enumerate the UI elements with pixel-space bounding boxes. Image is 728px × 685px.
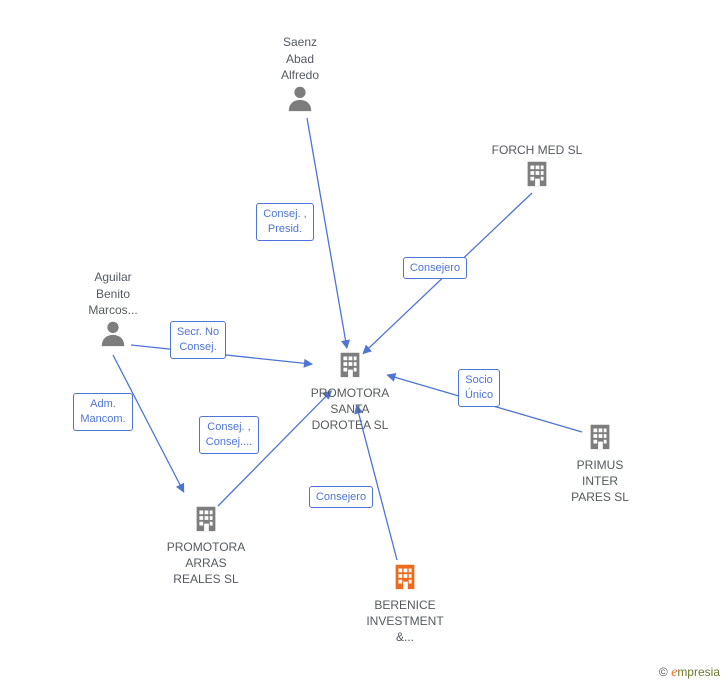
edge-label-e_arras_center: Consej. , Consej....	[199, 416, 259, 454]
node-label: PROMOTORA SANTA DOROTEA SL	[311, 385, 389, 434]
node-label: BERENICE INVESTMENT &...	[366, 597, 443, 646]
node-aguilar[interactable]: Aguilar Benito Marcos...	[88, 269, 137, 354]
building-icon	[167, 503, 245, 537]
node-label: FORCH MED SL	[492, 142, 583, 158]
diagram-canvas: PROMOTORA SANTA DOROTEA SL Saenz Abad Alf…	[0, 0, 728, 685]
edge-label-e_aguilar_center: Secr. No Consej.	[170, 321, 226, 359]
edge-label-e_saenz: Consej. , Presid.	[256, 203, 313, 241]
node-saenz[interactable]: Saenz Abad Alfredo	[281, 34, 319, 119]
brand-rest: mpresia	[677, 665, 720, 679]
edge-label-e_primus: Socio Único	[458, 369, 500, 407]
node-primus[interactable]: PRIMUS INTER PARES SL	[571, 421, 629, 506]
node-label: Saenz Abad Alfredo	[281, 34, 319, 83]
node-label: PRIMUS INTER PARES SL	[571, 457, 629, 506]
node-forch[interactable]: FORCH MED SL	[492, 142, 583, 194]
edge-label-e_aguilar_arras: Adm. Mancom.	[73, 393, 132, 431]
node-label: Aguilar Benito Marcos...	[88, 269, 137, 318]
building-icon	[571, 421, 629, 455]
node-arras[interactable]: PROMOTORA ARRAS REALES SL	[167, 503, 245, 588]
building-icon	[492, 158, 583, 192]
node-berenice[interactable]: BERENICE INVESTMENT &...	[366, 561, 443, 646]
building-icon	[311, 349, 389, 383]
copyright: © empresia	[659, 665, 720, 681]
node-label: PROMOTORA ARRAS REALES SL	[167, 539, 245, 588]
node-center[interactable]: PROMOTORA SANTA DOROTEA SL	[311, 349, 389, 434]
person-icon	[281, 83, 319, 117]
person-icon	[88, 318, 137, 352]
edge-label-e_forch: Consejero	[403, 257, 467, 280]
copyright-symbol: ©	[659, 665, 668, 679]
building-icon	[366, 561, 443, 595]
edge-label-e_berenice: Consejero	[309, 486, 373, 509]
